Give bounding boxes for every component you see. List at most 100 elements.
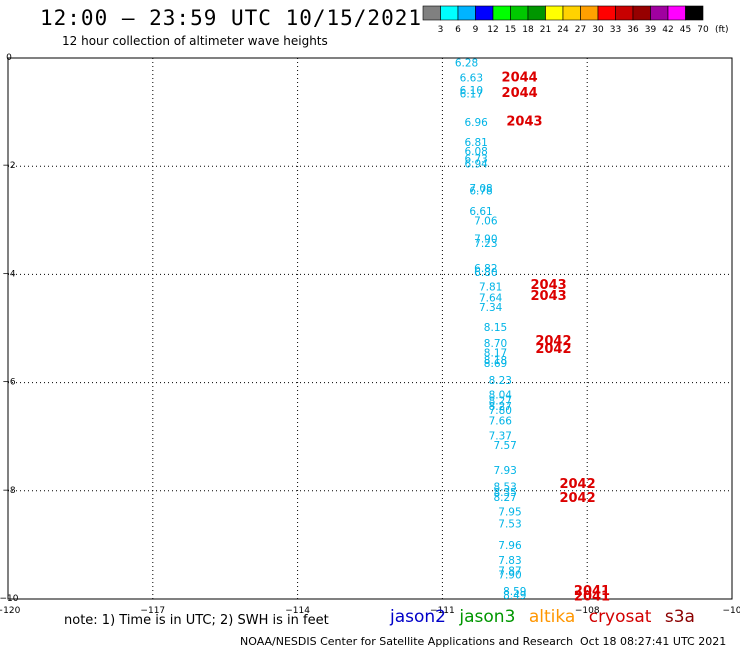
wave-height-label: 6.28 <box>455 57 478 69</box>
wave-height-label: 6.08 <box>464 146 487 158</box>
wave-height-label: 7.37 <box>489 431 512 443</box>
wave-height-label: 8.18 <box>484 355 507 367</box>
pass-time-label: 2043 <box>506 114 542 129</box>
colorbar-tick-label: 36 <box>627 25 639 35</box>
colorbar-tick-label: 33 <box>610 25 621 35</box>
wave-height-label: 7.53 <box>498 518 521 530</box>
colorbar-tick-label: 6 <box>455 25 461 35</box>
wave-height-label: 7.66 <box>489 415 513 427</box>
wave-height-label: 7.87 <box>498 565 521 577</box>
colorbar-tick-label: 70 <box>697 25 709 35</box>
colorbar-tick-label: 39 <box>645 25 657 35</box>
pass-time-label: 2044 <box>502 70 538 85</box>
wave-height-label: 6.10 <box>460 85 483 97</box>
wave-height-label: 8.49 <box>503 590 526 602</box>
wave-height-label: 8.59 <box>503 586 526 598</box>
satellite-legend: jason2 jason3 altika cryosat s3a <box>390 607 703 627</box>
wave-height-label: 7.81 <box>479 281 502 293</box>
wave-height-label: 7.57 <box>493 440 516 452</box>
wave-height-label: 7.23 <box>474 238 497 250</box>
wave-height-label: 7.80 <box>489 405 512 417</box>
wave-height-label: 6.17 <box>460 89 483 101</box>
x-tick-label: −108 <box>575 606 600 616</box>
wave-height-label: 7.90 <box>498 570 521 582</box>
x-tick-label: −10 <box>723 606 740 616</box>
pass-time-label: 2043 <box>530 278 566 293</box>
y-tick-label: −10 <box>0 594 19 604</box>
wave-height-label: 7.08 <box>469 183 492 195</box>
chart-subtitle: 12 hour collection of altimeter wave hei… <box>62 34 328 48</box>
colorbar-unit-label: (ft) <box>715 25 729 35</box>
legend-item-s3a: s3a <box>664 607 695 627</box>
x-tick-label: −117 <box>140 606 165 616</box>
wave-height-label: 8.35 <box>493 487 516 499</box>
wave-height-label: 8.04 <box>489 390 513 402</box>
wave-height-label: 8.27 <box>489 395 512 407</box>
wave-height-label: 6.94 <box>464 158 488 170</box>
generated-timestamp: Oct 18 08:27:41 UTC 2021 <box>580 635 727 648</box>
colorbar-swatch <box>685 5 704 21</box>
wave-height-label: 7.90 <box>474 234 497 246</box>
wave-height-label: 8.27 <box>493 492 516 504</box>
x-tick-label: −114 <box>285 606 310 616</box>
legend-item-jason2: jason2 <box>390 607 446 627</box>
wave-height-label: 6.63 <box>460 72 483 84</box>
colorbar-tick-label: 21 <box>540 25 551 35</box>
y-tick-label: −4 <box>2 269 16 279</box>
chart-title: 12:00 – 23:59 UTC 10/15/2021 <box>40 6 423 30</box>
pass-time-label: 2042 <box>559 477 595 492</box>
wave-height-label: 7.83 <box>498 555 521 567</box>
colorbar-tick-label: 9 <box>473 25 479 35</box>
color-scale-bar: 3 6 9 12 15 18 21 24 27 30 33 36 39 42 45 70 (ft) <box>422 5 729 35</box>
credit-line: NOAA/NESDIS Center for Satellite Applica… <box>240 635 574 648</box>
colorbar-tick-label: 42 <box>662 25 673 35</box>
wave-height-label: 7.93 <box>493 465 516 477</box>
y-tick-label: −2 <box>2 161 15 171</box>
wave-height-label: 8.23 <box>489 375 512 387</box>
legend-item-cryosat: cryosat <box>588 607 652 627</box>
wave-height-label: 6.61 <box>469 206 492 218</box>
pass-time-label: 2041 <box>574 584 610 599</box>
wave-height-label: 6.73 <box>464 154 487 166</box>
wave-height-label: 8.69 <box>484 358 507 370</box>
wave-height-label: 6.82 <box>474 263 497 275</box>
colorbar-tick-label: 12 <box>487 25 498 35</box>
x-tick-label: −120 <box>0 606 21 616</box>
wave-height-label: 6.80 <box>474 267 497 279</box>
pass-time-label: 2041 <box>574 589 610 604</box>
pass-time-label: 2042 <box>559 491 595 506</box>
wave-height-label: 8.27 <box>489 401 512 413</box>
wave-height-label: 6.81 <box>464 137 487 149</box>
pass-time-label: 2043 <box>530 289 566 304</box>
footnote: note: 1) Time is in UTC; 2) SWH is in fe… <box>64 613 329 628</box>
colorbar-tick-label: 3 <box>438 25 444 35</box>
wave-height-label: 6.78 <box>469 186 492 198</box>
wave-height-label: 6.96 <box>464 117 488 129</box>
colorbar-tick-label: 18 <box>522 25 534 35</box>
y-tick-label: −6 <box>2 378 16 388</box>
wave-height-label: 7.95 <box>498 506 521 518</box>
wave-height-label: 8.70 <box>484 338 507 350</box>
pass-time-label: 2044 <box>502 86 538 101</box>
wave-height-label: 8.15 <box>484 322 507 334</box>
wave-height-label: 8.17 <box>484 347 507 359</box>
wave-height-label: 8.53 <box>493 481 516 493</box>
x-tick-label: −111 <box>430 606 455 616</box>
y-tick-label: 0 <box>6 53 12 63</box>
colorbar-tick-label: 45 <box>680 25 691 35</box>
pass-time-label: 2042 <box>535 334 571 349</box>
colorbar-tick-label: 24 <box>557 25 569 35</box>
colorbar-tick-label: 30 <box>592 25 604 35</box>
colorbar-tick-label: 15 <box>505 25 516 35</box>
y-tick-label: −8 <box>2 486 16 496</box>
legend-item-altika: altika <box>528 607 576 627</box>
wave-height-label: 7.96 <box>498 540 522 552</box>
wave-height-label: 7.34 <box>479 302 503 314</box>
wave-height-label: 7.64 <box>479 293 503 305</box>
plot-frame <box>7 57 733 600</box>
wave-height-label: 7.06 <box>474 215 498 227</box>
colorbar-tick-label: 27 <box>575 25 586 35</box>
pass-time-label: 2042 <box>535 342 571 357</box>
legend-item-jason3: jason3 <box>459 607 516 627</box>
